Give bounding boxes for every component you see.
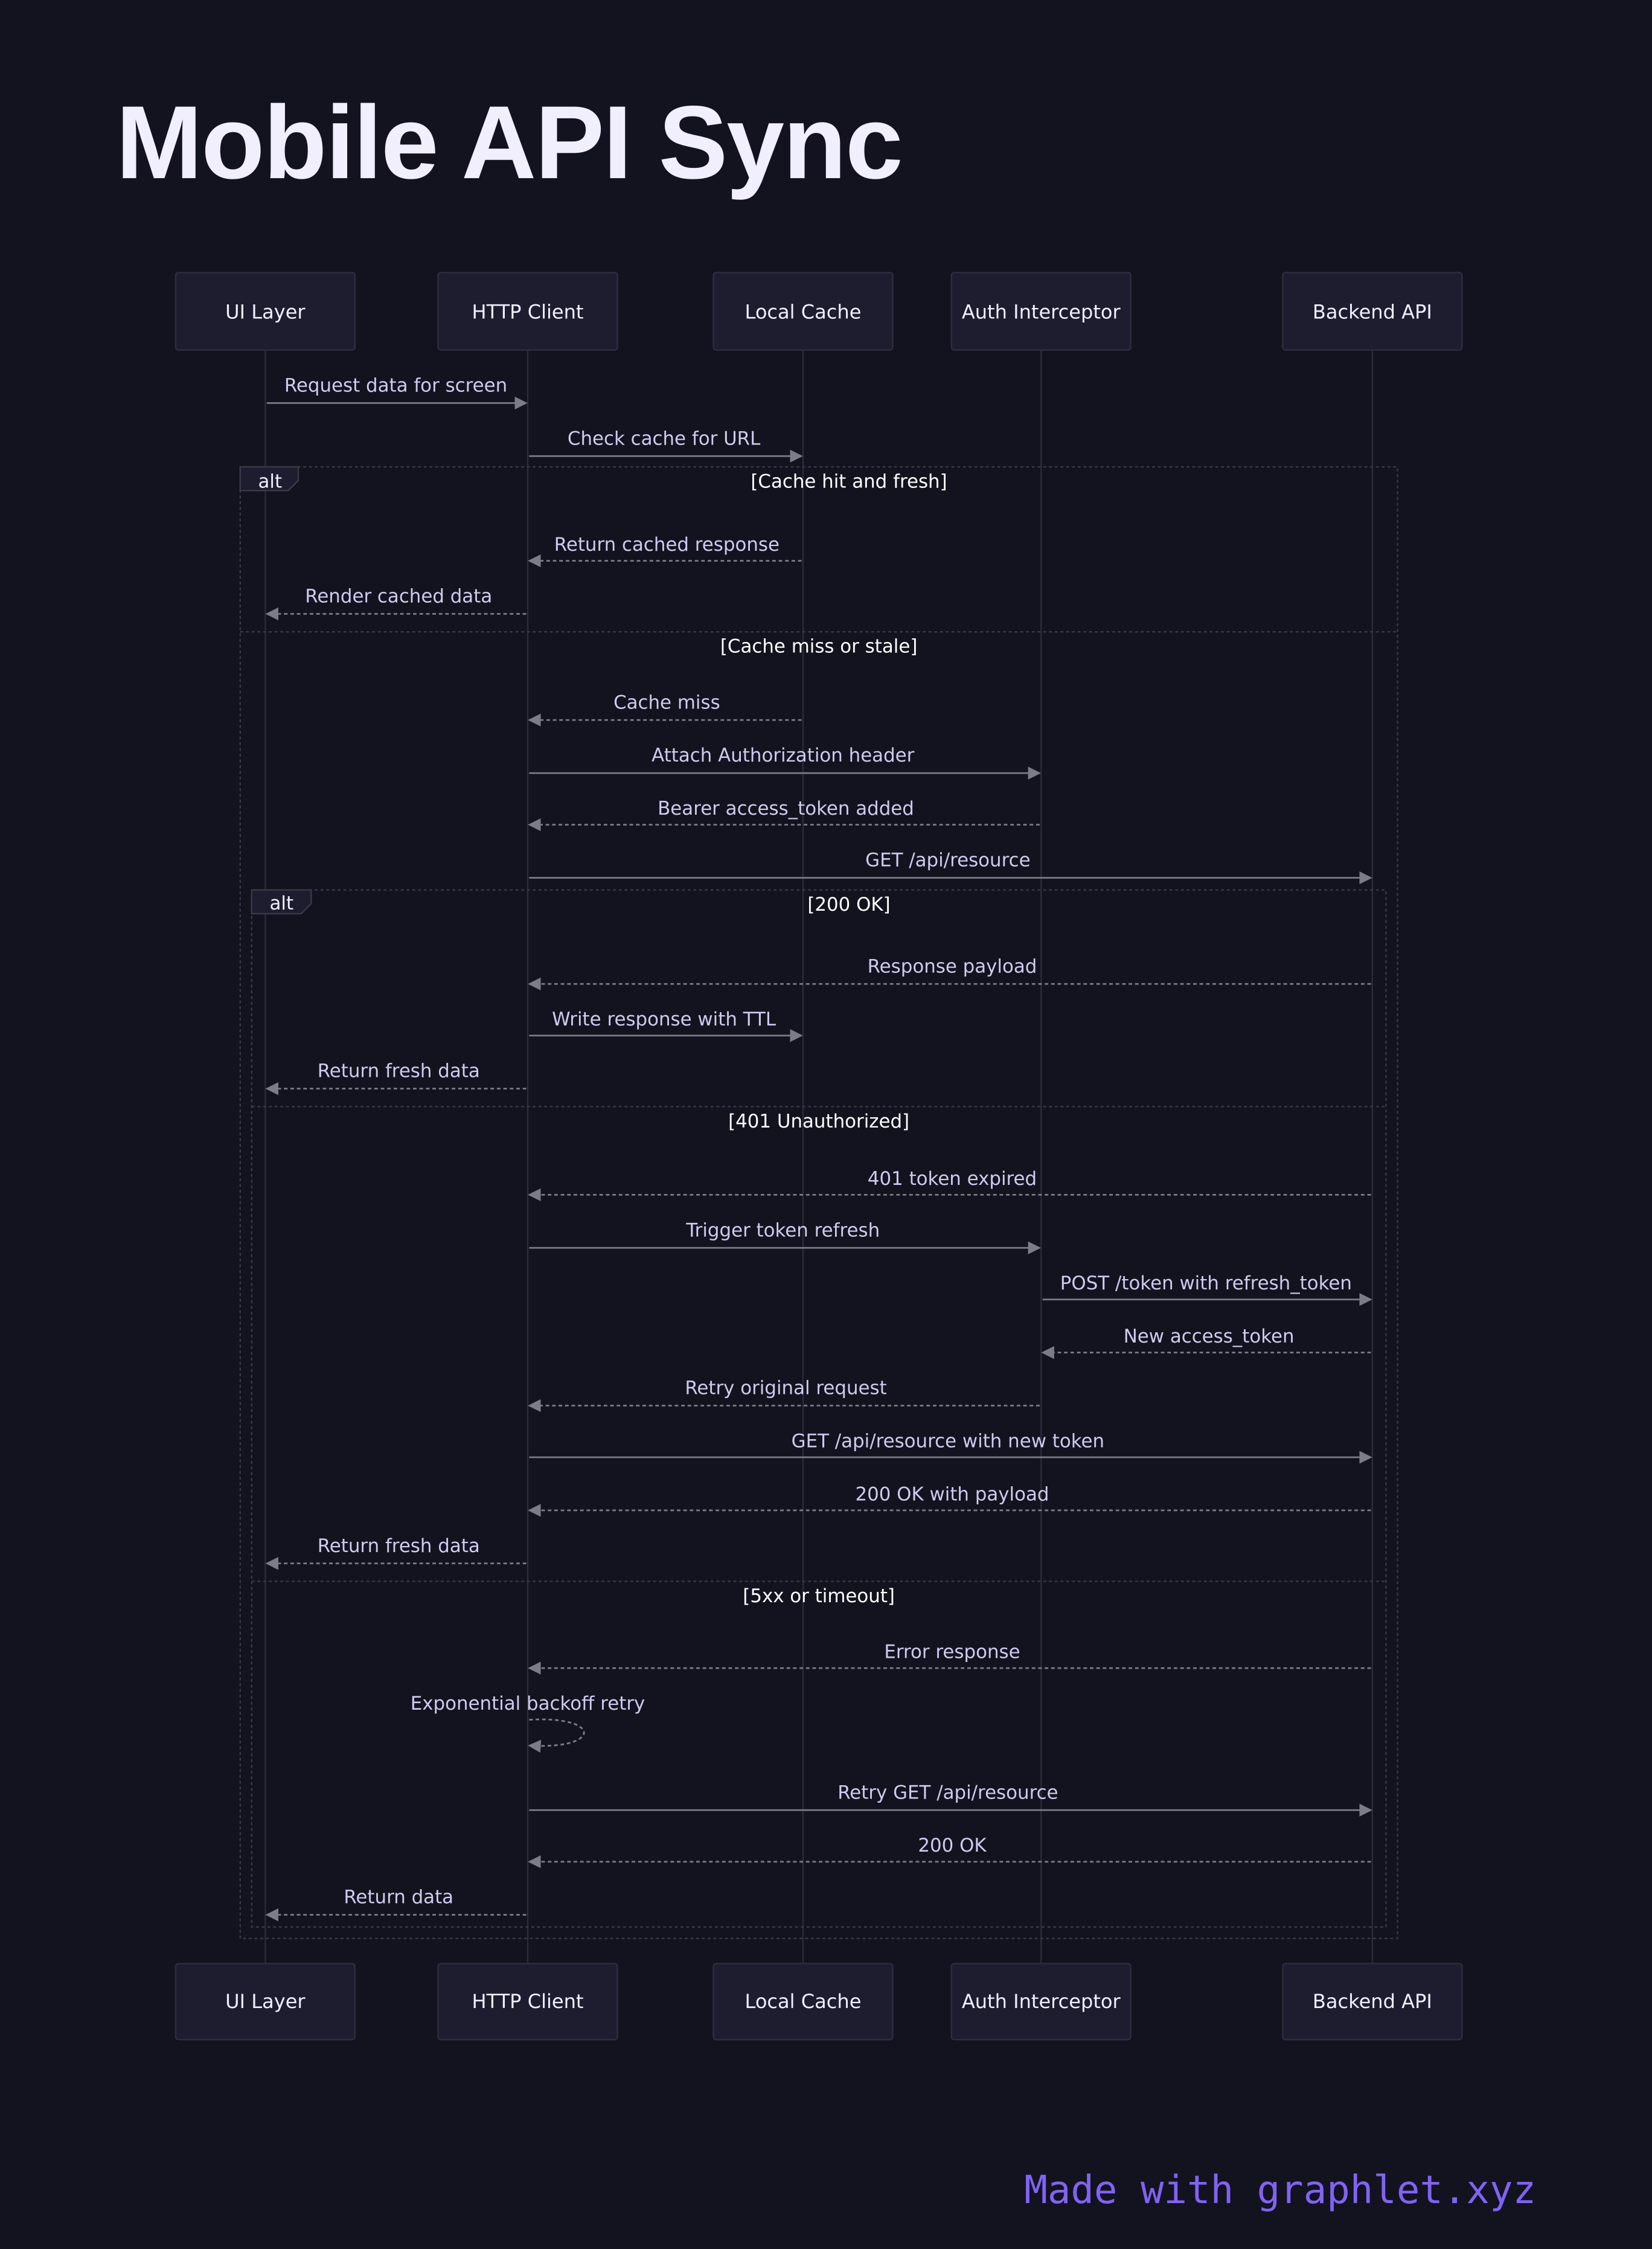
message-label: Write response with TTL (552, 1009, 776, 1030)
message-label: Request data for screen (284, 374, 507, 396)
message: Request data for screen (266, 374, 528, 410)
participant-api[interactable]: Backend API (1282, 272, 1463, 351)
message-label: Response payload (868, 955, 1037, 977)
message-label: GET /api/resource with new token (792, 1430, 1104, 1452)
participant-cache[interactable]: Local Cache (712, 272, 894, 351)
alt-condition: [5xx or timeout] (743, 1585, 895, 1607)
message-label: Bearer access_token added (658, 798, 914, 820)
participant-label: Auth Interceptor (962, 1990, 1121, 2013)
participants-top: UI Layer HTTP Client Local Cache Auth In… (174, 272, 1463, 351)
alt-label: alt (258, 471, 283, 493)
alt-condition: [Cache hit and fresh] (751, 471, 947, 493)
participant-label: Backend API (1313, 300, 1432, 323)
message-label: Exponential backoff retry (411, 1693, 645, 1715)
message: POST /token with refresh_token (1042, 1272, 1372, 1306)
message: Check cache for URL (529, 428, 803, 463)
lifelines (264, 350, 1374, 1964)
self-message: Exponential backoff retry (411, 1693, 645, 1753)
message-label: New access_token (1124, 1326, 1295, 1347)
message: Render cached data (265, 586, 527, 621)
message-label: Return cached response (554, 534, 780, 556)
message: Error response (528, 1641, 1371, 1675)
participant-http[interactable]: HTTP Client (437, 272, 618, 351)
message: Return fresh data (265, 1535, 527, 1570)
message: GET /api/resource with new token (529, 1430, 1372, 1464)
participant-label: UI Layer (225, 1990, 306, 2013)
page-title: Mobile API Sync (116, 85, 903, 201)
alt-condition: [401 Unauthorized] (728, 1111, 909, 1132)
message: Return fresh data (265, 1060, 527, 1096)
message: Response payload (528, 955, 1371, 990)
message-label: Render cached data (305, 586, 492, 608)
message: Return data (265, 1887, 527, 1922)
message-label: 200 OK with payload (855, 1483, 1049, 1505)
participant-label: HTTP Client (472, 300, 584, 323)
message-label: Cache miss (613, 691, 720, 713)
message: Bearer access_token added (528, 798, 1040, 832)
message-label: Error response (884, 1641, 1020, 1663)
message: New access_token (1041, 1326, 1371, 1359)
participant-label: Local Cache (745, 300, 862, 323)
message-label: Return fresh data (318, 1535, 480, 1557)
message-label: Return fresh data (318, 1060, 480, 1082)
message-label: Attach Authorization header (652, 745, 915, 766)
message: Retry GET /api/resource (529, 1782, 1372, 1817)
participant-ui[interactable]: UI Layer (174, 272, 356, 351)
participant-label: UI Layer (225, 300, 306, 323)
participant-auth[interactable]: Auth Interceptor (950, 272, 1132, 351)
participant-cache[interactable]: Local Cache (712, 1963, 894, 2041)
message-label: Check cache for URL (568, 428, 761, 449)
alt-fragment-response: alt [200 OK] [401 Unauthorized] [5xx or … (251, 889, 1387, 1928)
message-label: POST /token with refresh_token (1060, 1272, 1352, 1294)
message: 401 token expired (528, 1168, 1371, 1202)
message-label: GET /api/resource (865, 850, 1030, 871)
message-label: Retry original request (685, 1378, 886, 1399)
message-label: 200 OK (918, 1835, 987, 1856)
message: GET /api/resource (529, 850, 1372, 885)
message: Retry original request (528, 1378, 1040, 1413)
message-label: Trigger token refresh (685, 1219, 880, 1241)
messages: Request data for screen Check cache for … (265, 374, 1372, 1922)
participant-label: Auth Interceptor (962, 300, 1121, 323)
message: Return cached response (528, 534, 802, 568)
participants-bottom: UI Layer HTTP Client Local Cache Auth In… (174, 1963, 1463, 2041)
alt-label: alt (270, 893, 294, 914)
message: Trigger token refresh (529, 1219, 1042, 1254)
message-label: Retry GET /api/resource (837, 1782, 1058, 1803)
participant-http[interactable]: HTTP Client (437, 1963, 618, 2041)
participant-label: Local Cache (745, 1990, 862, 2013)
alt-condition: [Cache miss or stale] (720, 636, 917, 658)
message: 200 OK with payload (528, 1483, 1371, 1517)
message: Cache miss (528, 691, 802, 727)
participant-label: HTTP Client (472, 1990, 584, 2013)
message: Write response with TTL (529, 1009, 803, 1042)
alt-fragment-cache: alt [Cache hit and fresh] [Cache miss or… (239, 466, 1398, 1939)
alt-condition: [200 OK] (807, 894, 890, 916)
message: 200 OK (528, 1835, 1371, 1869)
participant-api[interactable]: Backend API (1282, 1963, 1463, 2041)
message-label: 401 token expired (868, 1168, 1037, 1190)
participant-ui[interactable]: UI Layer (174, 1963, 356, 2041)
message: Attach Authorization header (529, 745, 1042, 780)
participant-auth[interactable]: Auth Interceptor (950, 1963, 1132, 2041)
participant-label: Backend API (1313, 1990, 1432, 2013)
message-label: Return data (344, 1887, 453, 1908)
footer-credit-link[interactable]: Made with graphlet.xyz (1024, 2168, 1536, 2213)
